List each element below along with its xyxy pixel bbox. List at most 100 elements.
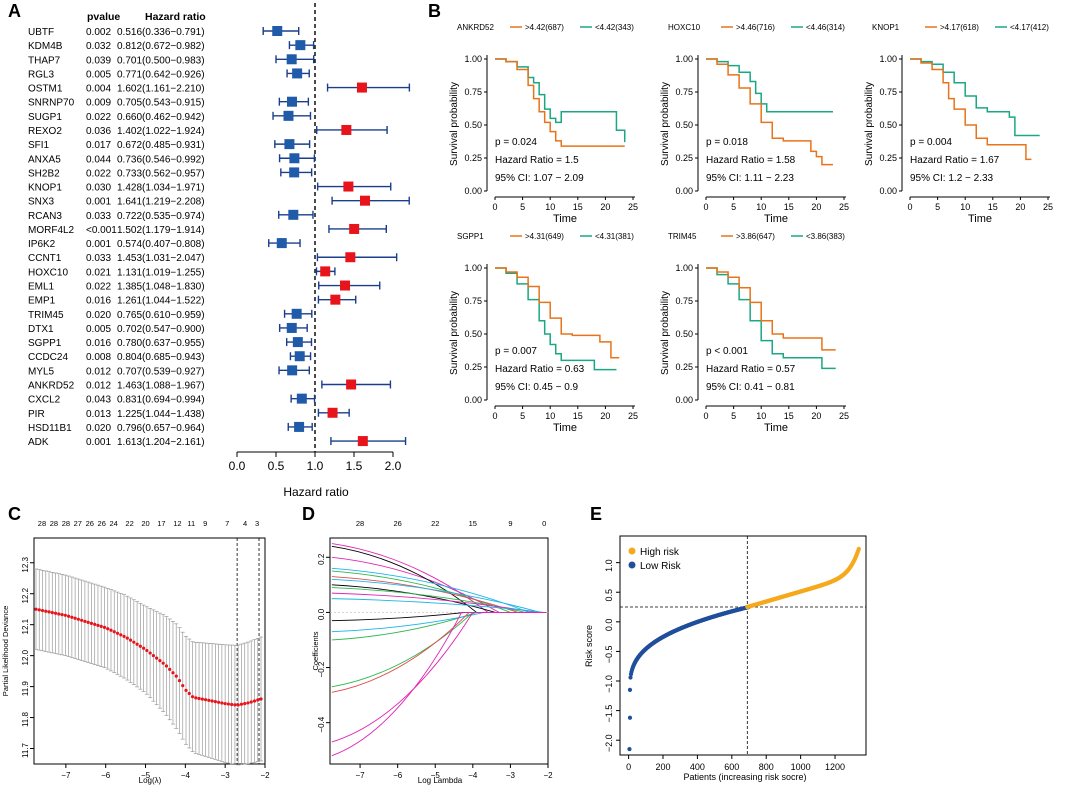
forest-x-tick-label: 2.0 bbox=[385, 459, 402, 473]
km-y-tick-label: 0.75 bbox=[675, 296, 693, 306]
forest-hr-text: 0.574(0.407−0.808) bbox=[117, 239, 205, 250]
km-pvalue: p < 0.001 bbox=[706, 346, 748, 357]
forest-pvalue: 0.005 bbox=[86, 324, 111, 335]
km-y-tick-label: 0.75 bbox=[464, 87, 482, 97]
forest-gene-label: CXCL2 bbox=[28, 395, 61, 406]
km-y-label: Survival probability bbox=[449, 291, 460, 375]
cv-point bbox=[230, 702, 234, 707]
coef-path bbox=[331, 611, 547, 688]
cv-top-label: 4 bbox=[243, 519, 247, 528]
forest-pvalue: 0.005 bbox=[86, 69, 111, 80]
forest-gene-label: ADK bbox=[28, 437, 49, 448]
km-x-tick-label: 0 bbox=[907, 202, 912, 212]
cv-point bbox=[34, 607, 38, 611]
km-x-tick-label: 5 bbox=[731, 411, 736, 421]
forest-point bbox=[320, 266, 331, 277]
forest-gene-label: CCNT1 bbox=[28, 253, 62, 264]
cv-y-tick-label: 12.0 bbox=[21, 649, 30, 665]
km-curve-low bbox=[495, 58, 626, 143]
forest-hr-text: 1.463(1.088−1.967) bbox=[117, 381, 205, 392]
forest-hr-text: 0.701(0.500−0.983) bbox=[117, 55, 205, 66]
cv-point bbox=[89, 621, 94, 625]
forest-point bbox=[294, 421, 305, 432]
forest-point bbox=[357, 436, 368, 447]
cv-point bbox=[122, 634, 126, 638]
cv-point bbox=[233, 703, 237, 707]
cv-point bbox=[44, 609, 48, 613]
forest-point bbox=[286, 96, 297, 107]
risk-x-tick-label: 800 bbox=[759, 762, 774, 772]
km-x-tick-label: 20 bbox=[600, 411, 610, 421]
coef-x-tick-label: −4 bbox=[468, 771, 478, 780]
km-legend-low: <3.86(383) bbox=[806, 232, 845, 241]
forest-pvalue: 0.017 bbox=[86, 140, 111, 151]
cv-point bbox=[239, 702, 244, 706]
km-x-tick-label: 0 bbox=[492, 202, 497, 212]
km-x-tick-label: 0 bbox=[703, 202, 708, 212]
forest-pvalue: 0.012 bbox=[86, 381, 111, 392]
risk-point-outlier bbox=[627, 746, 632, 752]
km-ci: 95% CI: 1.07 − 2.09 bbox=[495, 173, 584, 184]
km-y-label: Survival probability bbox=[449, 82, 460, 166]
km-curve-low bbox=[706, 58, 833, 113]
forest-gene-label: EMP1 bbox=[28, 296, 56, 307]
cv-point bbox=[83, 619, 87, 623]
cv-point bbox=[63, 613, 67, 617]
forest-point bbox=[295, 40, 306, 51]
km-y-label: Survival probability bbox=[660, 82, 671, 166]
forest-point bbox=[286, 322, 297, 333]
cv-top-label: 26 bbox=[98, 519, 106, 528]
risk-x-tick-label: 0 bbox=[626, 762, 631, 772]
coef-path bbox=[331, 543, 547, 613]
cv-point bbox=[203, 698, 208, 702]
km-x-tick-label: 20 bbox=[1015, 202, 1025, 212]
km-y-tick-label: 1.00 bbox=[675, 54, 693, 64]
cv-point bbox=[161, 661, 165, 665]
risk-x-tick-label: 600 bbox=[724, 762, 739, 772]
forest-gene-label: THAP7 bbox=[28, 55, 61, 66]
cv-point bbox=[145, 648, 149, 653]
km-hazard-ratio: Hazard Ratio = 1.58 bbox=[706, 155, 796, 166]
cv-point bbox=[119, 633, 123, 637]
forest-gene-label: SNRNP70 bbox=[28, 98, 75, 109]
forest-gene-label: KNOP1 bbox=[28, 183, 62, 194]
km-y-tick-label: 0.50 bbox=[675, 329, 693, 339]
coef-x-tick-label: −2 bbox=[543, 771, 553, 780]
km-y-tick-label: 0.00 bbox=[675, 186, 693, 196]
cv-point bbox=[125, 636, 129, 640]
forest-gene-label: UBTF bbox=[28, 27, 54, 38]
km-y-tick-label: 1.00 bbox=[675, 263, 693, 273]
km-ci: 95% CI: 1.11 − 2.23 bbox=[706, 173, 794, 184]
forest-hr-text: 0.516(0.336−0.791) bbox=[117, 27, 205, 38]
km-ci: 95% CI: 1.2 − 2.33 bbox=[910, 173, 994, 184]
risk-y-tick-label: −0.5 bbox=[604, 646, 614, 664]
cv-point bbox=[96, 623, 100, 627]
forest-gene-label: EML1 bbox=[28, 282, 55, 293]
cv-top-label: 22 bbox=[125, 519, 133, 528]
forest-gene-label: IP6K2 bbox=[28, 239, 56, 250]
forest-hr-text: 0.702(0.547−0.900) bbox=[117, 324, 205, 335]
forest-point bbox=[296, 393, 307, 404]
cv-point bbox=[37, 608, 41, 612]
cv-point bbox=[217, 700, 221, 704]
forest-gene-label: OSTM1 bbox=[28, 84, 63, 95]
forest-pvalue: 0.020 bbox=[86, 423, 111, 434]
forest-point bbox=[291, 308, 302, 319]
forest-gene-label: ANKRD52 bbox=[28, 381, 75, 392]
cv-point bbox=[220, 701, 224, 705]
forest-hr-text: 1.402(1.022−1.924) bbox=[117, 126, 205, 137]
risk-x-tick-label: 400 bbox=[690, 762, 705, 772]
forest-hr-text: 0.722(0.535−0.974) bbox=[117, 211, 205, 222]
km-x-tick-label: 10 bbox=[756, 411, 766, 421]
coef-y-tick-label: −0.4 bbox=[317, 716, 326, 732]
cv-top-label: 27 bbox=[74, 519, 82, 528]
forest-point bbox=[289, 153, 300, 164]
cv-y-tick-label: 11.9 bbox=[21, 681, 30, 697]
forest-gene-label: KDM4B bbox=[28, 41, 63, 52]
coef-top-label: 26 bbox=[393, 519, 401, 528]
coef-frame bbox=[329, 537, 549, 765]
km-legend-low: <4.46(314) bbox=[806, 23, 845, 32]
risk-point-high bbox=[856, 546, 861, 552]
forest-pvalue: 0.009 bbox=[86, 98, 111, 109]
